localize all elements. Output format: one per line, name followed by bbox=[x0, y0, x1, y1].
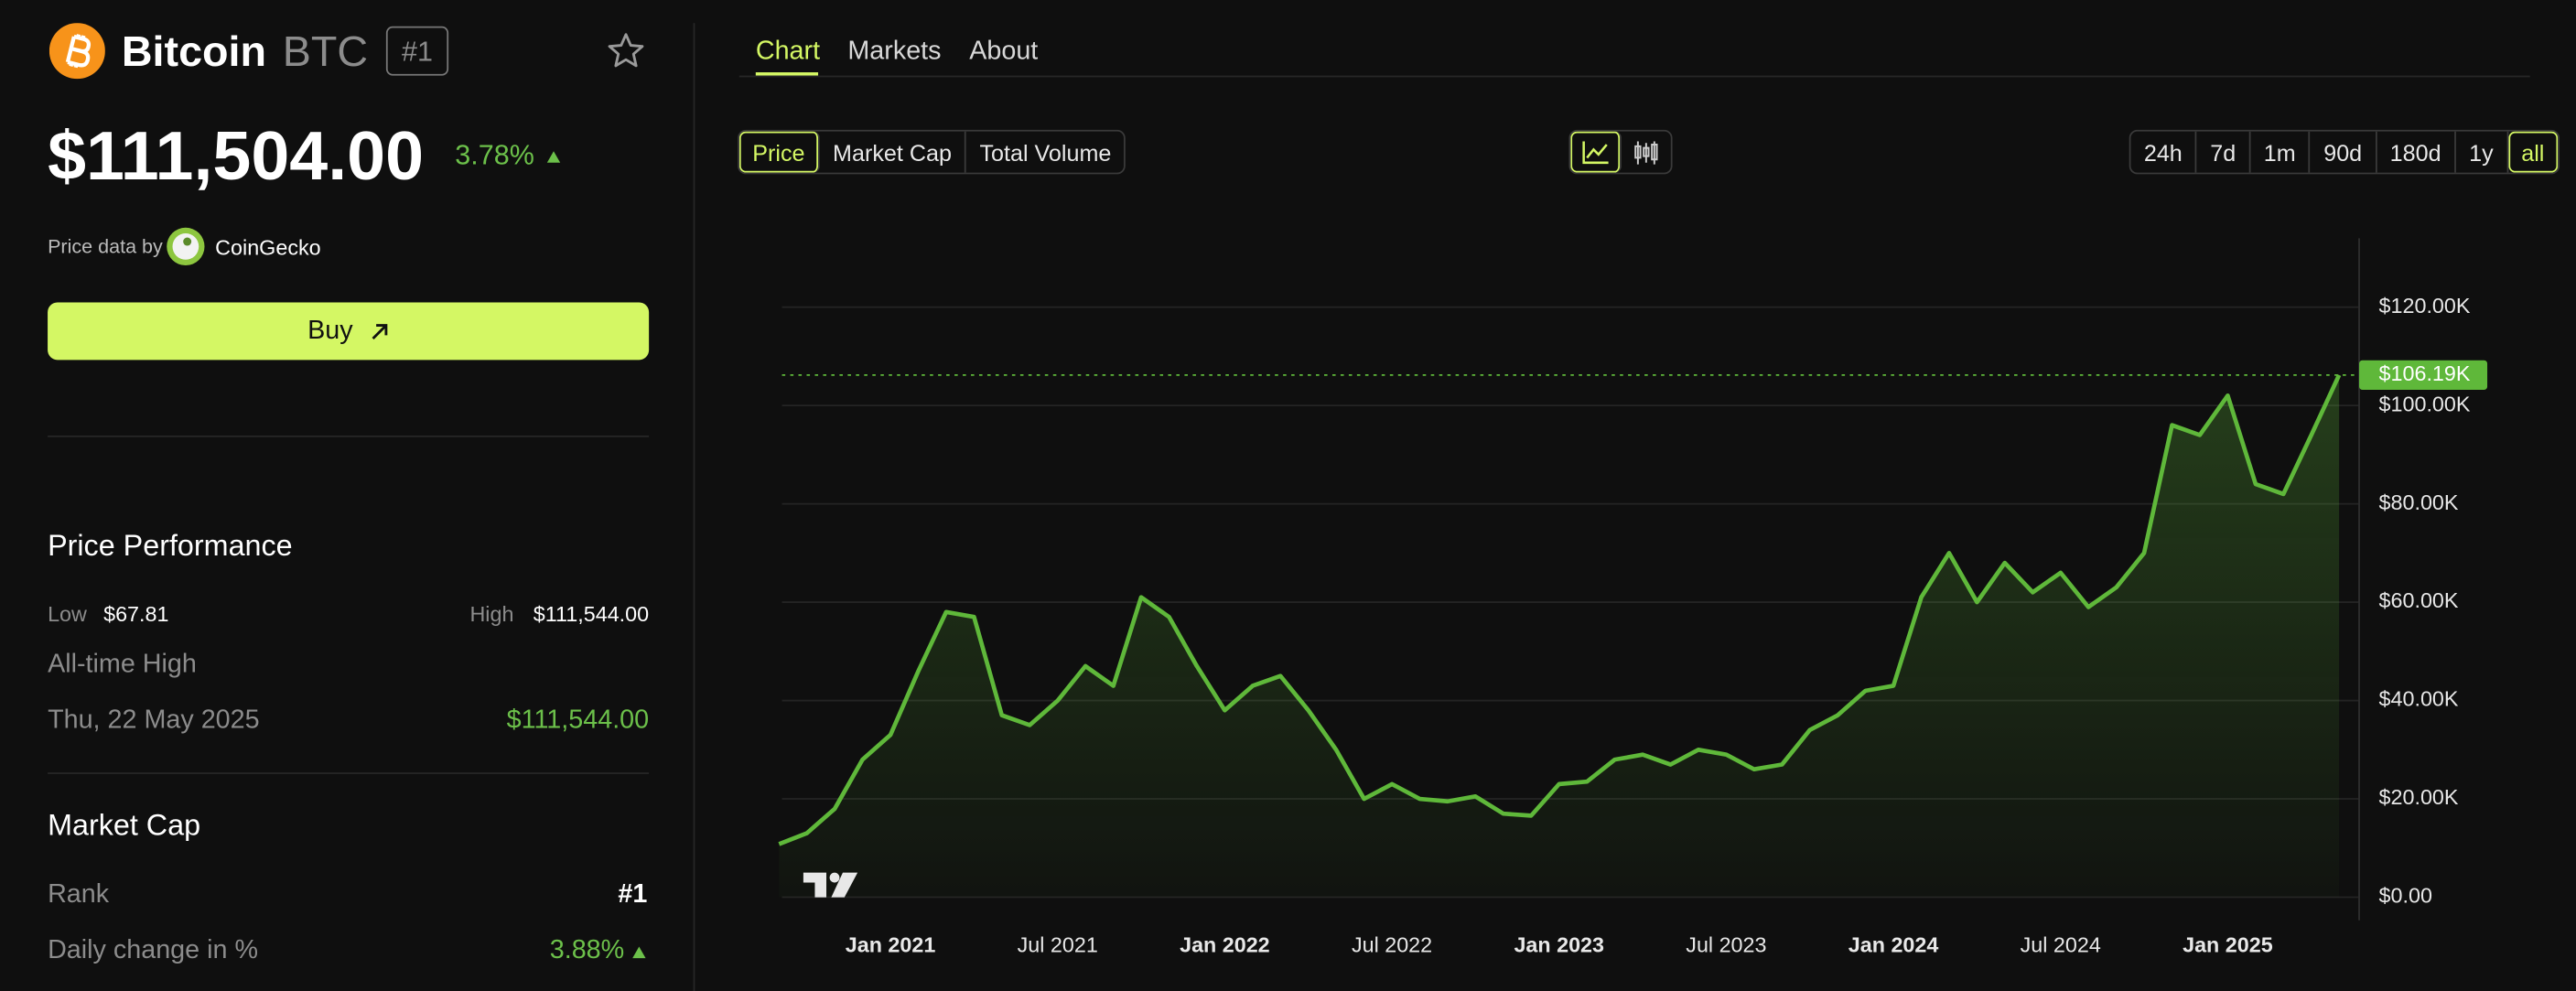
low-label: Low bbox=[48, 601, 87, 627]
price-area bbox=[779, 374, 2340, 898]
range-button[interactable]: 90d bbox=[2311, 131, 2377, 173]
y-tick-label: $80.00K bbox=[2379, 490, 2459, 514]
price-change: 3.78% bbox=[455, 139, 534, 171]
range-button[interactable]: all bbox=[2508, 132, 2558, 173]
range-group: 24h 7d 1m 90d 180d 1y all bbox=[2129, 129, 2560, 175]
tab[interactable]: Chart bbox=[755, 38, 821, 66]
metric-group: Price Market Cap Total Volume bbox=[738, 129, 1126, 175]
x-tick-label: Jan 2021 bbox=[846, 933, 936, 957]
line-style-button[interactable] bbox=[1570, 131, 1622, 173]
up-arrow bbox=[632, 946, 646, 959]
x-tick-label: Jul 2023 bbox=[1686, 933, 1766, 957]
coin-symbol: BTC bbox=[282, 26, 369, 76]
y-tick-label: $100.00K bbox=[2379, 392, 2471, 415]
range-button[interactable]: 24h bbox=[2130, 131, 2197, 173]
tradingview-logo bbox=[803, 872, 858, 898]
range-button[interactable]: 1m bbox=[2250, 131, 2311, 173]
chart-style-group bbox=[1568, 129, 1673, 175]
coin-name: Bitcoin bbox=[121, 26, 267, 76]
rank-badge: #1 bbox=[385, 26, 449, 76]
x-tick-label: Jan 2024 bbox=[1848, 933, 1939, 957]
metric-button[interactable]: Market Cap bbox=[820, 131, 967, 173]
current-price-label: $106.19K bbox=[2379, 361, 2471, 385]
x-tick-label: Jul 2022 bbox=[1352, 933, 1432, 957]
range-button[interactable]: 1y bbox=[2456, 131, 2508, 173]
ath-value: $111,544.00 bbox=[506, 706, 650, 735]
x-tick-label: Jan 2023 bbox=[1514, 933, 1604, 957]
candle-icon bbox=[1634, 140, 1658, 164]
daily-change-value: 3.88% bbox=[549, 936, 625, 965]
coin-icon bbox=[49, 23, 105, 80]
high-label: High bbox=[469, 601, 514, 627]
provider-name: CoinGecko bbox=[215, 234, 321, 260]
ath-label: All-time High bbox=[48, 651, 197, 679]
current-price-tag bbox=[2359, 360, 2488, 391]
panel-divider bbox=[693, 23, 695, 991]
metric-button[interactable]: Price bbox=[739, 131, 820, 173]
section-title: Market Cap bbox=[48, 808, 201, 842]
buy-arrow bbox=[372, 323, 387, 339]
up-arrow bbox=[546, 151, 561, 163]
y-tick-label: $60.00K bbox=[2379, 588, 2459, 612]
x-tick-label: Jan 2025 bbox=[2183, 933, 2273, 957]
y-tick-label: $0.00 bbox=[2379, 884, 2432, 908]
price-line bbox=[778, 373, 2342, 846]
divider bbox=[48, 435, 650, 437]
y-tick-label: $40.00K bbox=[2379, 687, 2459, 711]
metric-button[interactable]: Total Volume bbox=[979, 138, 1112, 166]
line-icon bbox=[1582, 140, 1609, 164]
range-button[interactable]: 180d bbox=[2377, 131, 2456, 173]
divider bbox=[48, 772, 650, 774]
candle-style-button[interactable] bbox=[1622, 132, 1671, 173]
tab[interactable]: About bbox=[969, 38, 1039, 66]
y-tick-label: $20.00K bbox=[2379, 785, 2459, 809]
low-value: $67.81 bbox=[103, 601, 169, 627]
x-tick-label: Jul 2021 bbox=[1018, 933, 1098, 957]
ath-date: Thu, 22 May 2025 bbox=[48, 706, 260, 735]
rank-value: #1 bbox=[618, 880, 648, 910]
buy-label: Buy bbox=[307, 316, 353, 345]
y-tick-label: $120.00K bbox=[2379, 294, 2471, 318]
buy-button[interactable]: Buy bbox=[48, 302, 650, 361]
high-value: $111,544.00 bbox=[533, 601, 650, 627]
price: $111,504.00 bbox=[48, 116, 425, 194]
tabs-rule bbox=[738, 75, 2530, 78]
tab[interactable]: Markets bbox=[847, 38, 942, 66]
section-title: Price Performance bbox=[48, 529, 293, 563]
x-tick-label: Jul 2024 bbox=[2021, 933, 2101, 957]
provider-logo bbox=[167, 227, 205, 266]
price-data-by: Price data by bbox=[48, 234, 163, 258]
x-tick-label: Jan 2022 bbox=[1180, 933, 1270, 957]
tab-underline bbox=[755, 72, 819, 76]
range-button[interactable]: 7d bbox=[2197, 131, 2251, 173]
favorite-star[interactable] bbox=[606, 31, 645, 70]
rank-label: Rank bbox=[48, 880, 110, 910]
daily-change-label: Daily change in % bbox=[48, 936, 258, 965]
